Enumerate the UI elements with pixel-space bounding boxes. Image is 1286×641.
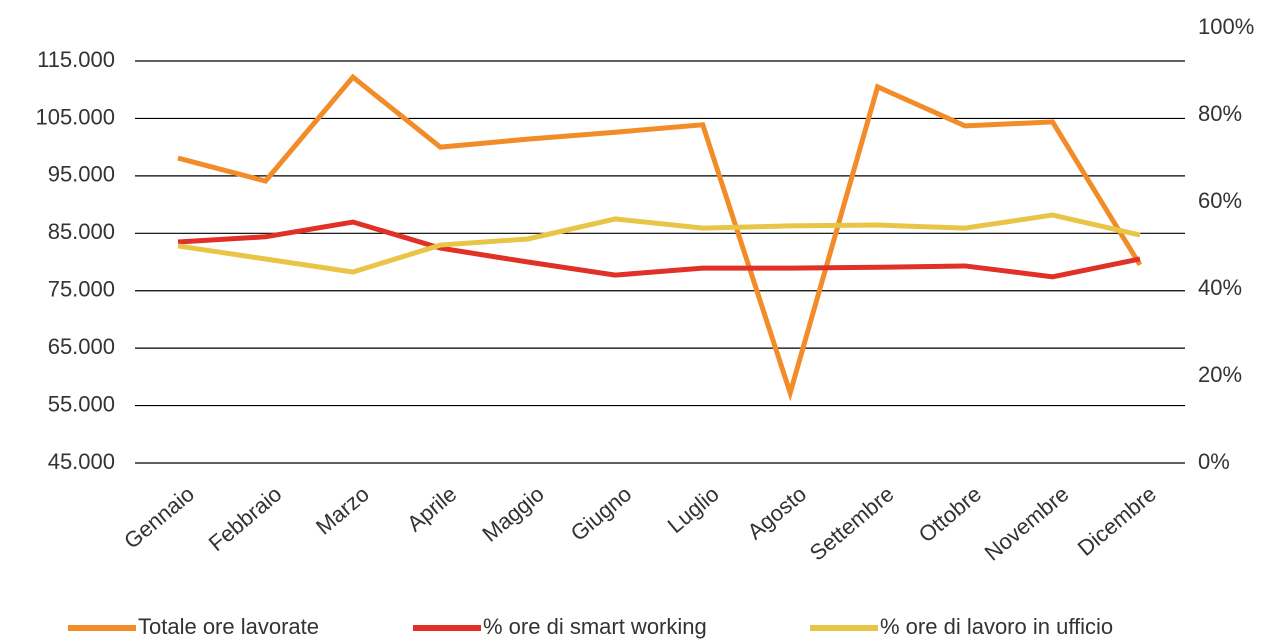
x-tick-label: Settembre xyxy=(805,481,899,565)
y-tick-label: 65.000 xyxy=(48,334,115,359)
x-tick-label: Agosto xyxy=(743,481,812,544)
legend-label: Totale ore lavorate xyxy=(138,614,319,639)
x-tick-label: Gennaio xyxy=(119,481,199,554)
x-tick-label: Novembre xyxy=(980,481,1074,565)
y-tick-label: 45.000 xyxy=(48,449,115,474)
y-tick-label: 85.000 xyxy=(48,219,115,244)
x-tick-label: Dicembre xyxy=(1073,481,1161,561)
y2-tick-label: 60% xyxy=(1198,188,1242,213)
x-tick-label: Febbraio xyxy=(204,481,287,556)
series-line xyxy=(177,212,1141,275)
x-tick-label: Maggio xyxy=(477,481,548,547)
x-tick-label: Aprile xyxy=(402,481,461,536)
y-tick-label: 95.000 xyxy=(48,162,115,187)
y-tick-label: 55.000 xyxy=(48,391,115,416)
y-tick-label: 105.000 xyxy=(35,104,115,129)
y2-tick-label: 0% xyxy=(1198,449,1230,474)
series-line xyxy=(177,73,1143,402)
x-tick-label: Giugno xyxy=(566,481,636,546)
y2-tick-label: 80% xyxy=(1198,101,1242,126)
x-tick-label: Ottobre xyxy=(914,481,986,547)
legend-label: % ore di lavoro in ufficio xyxy=(880,614,1113,639)
y-tick-label: 75.000 xyxy=(48,277,115,302)
series-line xyxy=(177,219,1141,280)
x-tick-label: Marzo xyxy=(311,481,374,539)
x-tick-label: Luglio xyxy=(663,481,724,538)
y2-tick-label: 100% xyxy=(1198,14,1254,39)
y2-tick-label: 40% xyxy=(1198,275,1242,300)
y-tick-label: 115.000 xyxy=(37,47,115,72)
y2-tick-label: 20% xyxy=(1198,362,1242,387)
legend-label: % ore di smart working xyxy=(483,614,707,639)
